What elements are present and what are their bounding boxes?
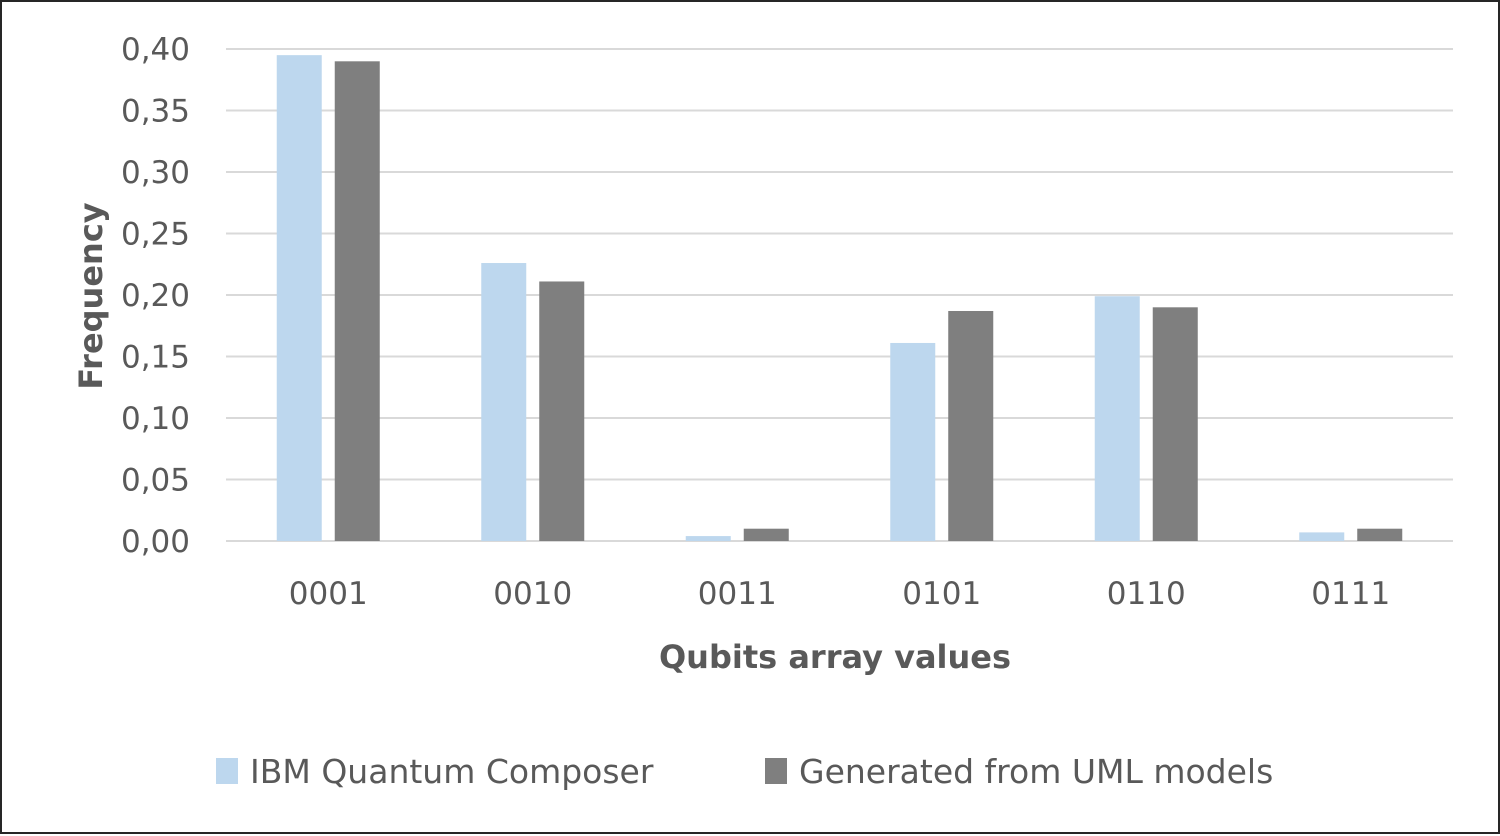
bar-generated-from-uml-0111 [1357, 528, 1403, 541]
y-tick-label: 0,25 [121, 217, 190, 253]
legend-label: Generated from UML models [799, 752, 1273, 791]
legend-label: IBM Quantum Composer [250, 752, 654, 791]
bar-generated-from-uml-0011 [743, 528, 789, 541]
y-tick-label: 0,20 [121, 278, 190, 314]
y-tick-label: 0,15 [121, 340, 190, 376]
bar-ibm-quantum-composer-0011 [685, 536, 731, 541]
gridlines [226, 48, 1453, 542]
y-tick-labels: 0,00 0,05 0,10 0,15 0,20 0,25 0,30 0,35 0,40 [121, 32, 190, 560]
bar-generated-from-uml-0001 [334, 61, 380, 542]
y-tick-label: 0,40 [121, 32, 190, 68]
y-tick-label: 0,10 [121, 401, 190, 437]
bar-ibm-quantum-composer-0110 [1094, 296, 1140, 541]
x-tick-label: 0001 [289, 576, 368, 612]
legend-swatch [765, 758, 787, 784]
bar-ibm-quantum-composer-0101 [890, 342, 936, 541]
x-tick-label: 0101 [902, 576, 981, 612]
y-tick-label: 0,00 [121, 524, 190, 560]
bar-generated-from-uml-0010 [539, 281, 585, 541]
bar-generated-from-uml-0101 [948, 310, 994, 541]
x-axis-title: Qubits array values [659, 638, 1011, 676]
legend-swatch [216, 758, 238, 784]
x-tick-labels: 0001 0010 0011 0101 0110 0111 [289, 576, 1390, 612]
y-tick-label: 0,35 [121, 94, 190, 130]
x-tick-label: 0011 [698, 576, 777, 612]
bar-generated-from-uml-0110 [1152, 307, 1198, 541]
x-tick-label: 0110 [1107, 576, 1186, 612]
y-axis-title: Frequency [72, 202, 110, 389]
bar-ibm-quantum-composer-0010 [481, 263, 527, 541]
x-tick-label: 0010 [493, 576, 572, 612]
y-tick-label: 0,30 [121, 155, 190, 191]
bar-ibm-quantum-composer-0001 [276, 55, 322, 542]
y-tick-label: 0,05 [121, 463, 190, 499]
bars [276, 55, 1403, 542]
legend: IBM Quantum Composer Generated from UML m… [216, 752, 1273, 791]
x-tick-label: 0111 [1311, 576, 1390, 612]
bar-ibm-quantum-composer-0111 [1299, 532, 1345, 541]
